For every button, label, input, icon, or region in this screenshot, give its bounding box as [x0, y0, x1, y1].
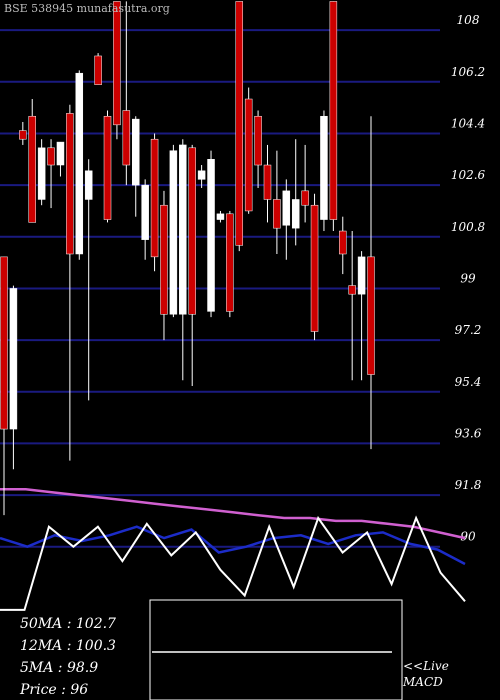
candle-body — [348, 285, 356, 295]
overlays — [0, 488, 466, 611]
info-label: 50MA : 102.7 — [20, 616, 116, 632]
candle-body — [160, 204, 168, 315]
candle-body — [188, 147, 196, 315]
candle-body — [244, 98, 253, 212]
grid: 108 106.2 104.4 102.6 100.8 99 97.2 95.4 93.6 91.… — [0, 13, 486, 548]
candles — [0, 1, 375, 516]
candle-body — [122, 110, 131, 166]
candle-body — [235, 1, 244, 246]
info-label: 5MA : 98.9 — [20, 660, 98, 676]
candle-body — [263, 164, 272, 200]
y-tick-label: 102.6 — [451, 168, 486, 182]
candle-body — [9, 288, 18, 430]
candle-body — [179, 144, 187, 315]
candle-body — [339, 230, 347, 255]
candle-body — [310, 204, 319, 332]
y-tick-label: 97.2 — [455, 323, 482, 337]
live-label: <<Live — [403, 659, 449, 673]
candle-body — [141, 184, 149, 240]
candle-body — [0, 256, 8, 430]
y-tick-label: 90 — [460, 530, 476, 544]
candle-body — [94, 55, 102, 85]
candle-body — [320, 115, 328, 220]
candle-body — [84, 170, 93, 200]
candle-body — [197, 170, 206, 180]
overlay-line — [0, 488, 466, 540]
candle-body — [357, 256, 366, 295]
candle-body — [329, 1, 338, 220]
overlay-line — [0, 525, 466, 566]
macd-label: MACD — [402, 675, 443, 689]
candle-body — [367, 256, 375, 375]
y-tick-label: 106.2 — [451, 65, 485, 79]
candle-body — [75, 72, 84, 255]
candle-body — [131, 118, 140, 186]
y-tick-label: 108 — [457, 13, 480, 27]
candle-body — [66, 113, 74, 255]
candle-body — [273, 199, 281, 229]
candle-body — [150, 138, 159, 258]
y-tick-label: 100.8 — [451, 220, 486, 234]
info-label: 12MA : 100.3 — [20, 638, 116, 654]
candle-body — [169, 150, 178, 315]
candle-body — [282, 190, 291, 226]
chart-title: BSE 538945 munafasutra.org — [4, 2, 170, 15]
candle-body — [226, 213, 234, 312]
overlay-line — [0, 515, 466, 611]
y-tick-label: 104.4 — [451, 116, 485, 130]
y-tick-label: 91.8 — [455, 478, 482, 492]
y-tick-label: 95.4 — [455, 375, 482, 389]
y-tick-label: 99 — [460, 271, 476, 285]
info-label: Price : 96 — [19, 682, 88, 698]
candle-body — [291, 199, 300, 229]
info: 50MA : 102.7 12MA : 100.3 5MA : 98.9 Price … — [19, 616, 116, 698]
candle-body — [216, 213, 225, 220]
candle-body — [19, 130, 27, 140]
y-tick-label: 93.6 — [455, 426, 482, 440]
candle-body — [207, 159, 215, 312]
candle-body — [56, 141, 65, 166]
macd-panel — [149, 599, 403, 700]
candle-body — [301, 190, 309, 206]
candle-body — [103, 115, 112, 220]
candle-body — [28, 115, 36, 223]
candle-body — [113, 1, 121, 126]
candle-body — [37, 147, 46, 200]
candle-body — [254, 115, 262, 166]
candle-body — [47, 147, 55, 166]
